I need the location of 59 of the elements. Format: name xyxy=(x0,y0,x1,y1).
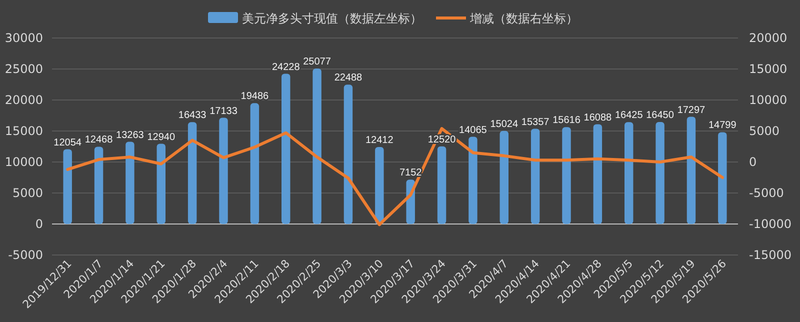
data-label: 15616 xyxy=(552,115,581,126)
bar xyxy=(437,146,446,224)
bar xyxy=(686,116,696,224)
y-tick-label: 5000 xyxy=(12,186,43,200)
y-tick-label: -5000 xyxy=(8,248,43,262)
y2-tick-label: -15000 xyxy=(749,248,792,262)
y-tick-label: 10000 xyxy=(4,154,43,169)
bar xyxy=(624,122,634,224)
data-label: 14065 xyxy=(459,124,488,136)
bar xyxy=(63,149,72,224)
bar xyxy=(593,124,602,224)
y-tick-label: 30000 xyxy=(4,30,43,45)
y2-tick-label: -5000 xyxy=(749,186,784,200)
data-label: 13263 xyxy=(116,130,144,141)
data-label: 12940 xyxy=(147,132,176,143)
data-label: 15024 xyxy=(490,118,518,130)
bar xyxy=(344,84,353,224)
y-tick-label: 15000 xyxy=(4,124,43,138)
data-label: 12468 xyxy=(84,134,114,146)
y2-tick-label: 5000 xyxy=(749,124,780,138)
y-tick-label: 25000 xyxy=(4,62,43,76)
bar xyxy=(188,122,197,224)
bar xyxy=(282,74,290,224)
bar xyxy=(219,118,228,224)
bar xyxy=(250,103,260,224)
data-label: 24228 xyxy=(272,62,300,73)
y2-tick-label: 15000 xyxy=(749,62,788,76)
data-label: 16425 xyxy=(614,110,644,122)
bar xyxy=(468,136,478,224)
data-label: 16088 xyxy=(584,112,612,124)
data-label: 25077 xyxy=(303,56,332,68)
data-label: 17297 xyxy=(677,104,706,116)
bar xyxy=(530,128,540,224)
bar xyxy=(500,130,508,224)
bar xyxy=(126,142,134,224)
bar xyxy=(156,144,166,224)
data-label: 14799 xyxy=(708,120,737,132)
data-label: 16450 xyxy=(646,110,674,122)
y-tick-label: 0 xyxy=(35,216,43,231)
data-label: 15357 xyxy=(521,116,550,128)
data-label: 19486 xyxy=(240,91,270,102)
bar xyxy=(656,122,664,224)
bar xyxy=(312,68,322,224)
y2-tick-label: 10000 xyxy=(749,92,788,107)
y2-tick-label: 20000 xyxy=(749,30,788,45)
y2-tick-label: -10000 xyxy=(749,216,792,231)
bar xyxy=(375,147,384,224)
legend-label: 美元净多头寸现值（数据左坐标） xyxy=(242,12,422,26)
data-label: 22488 xyxy=(334,72,363,84)
data-label: 17133 xyxy=(210,106,238,117)
data-label: 12412 xyxy=(366,135,394,146)
data-label: 12054 xyxy=(54,137,82,148)
data-label: 16433 xyxy=(178,110,207,122)
y-tick-label: 20000 xyxy=(4,92,43,107)
y2-tick-label: 0 xyxy=(749,154,757,169)
bar xyxy=(562,127,571,224)
bar xyxy=(94,146,104,224)
legend-label: 增减（数据右坐标） xyxy=(469,12,578,26)
bar xyxy=(718,132,727,224)
